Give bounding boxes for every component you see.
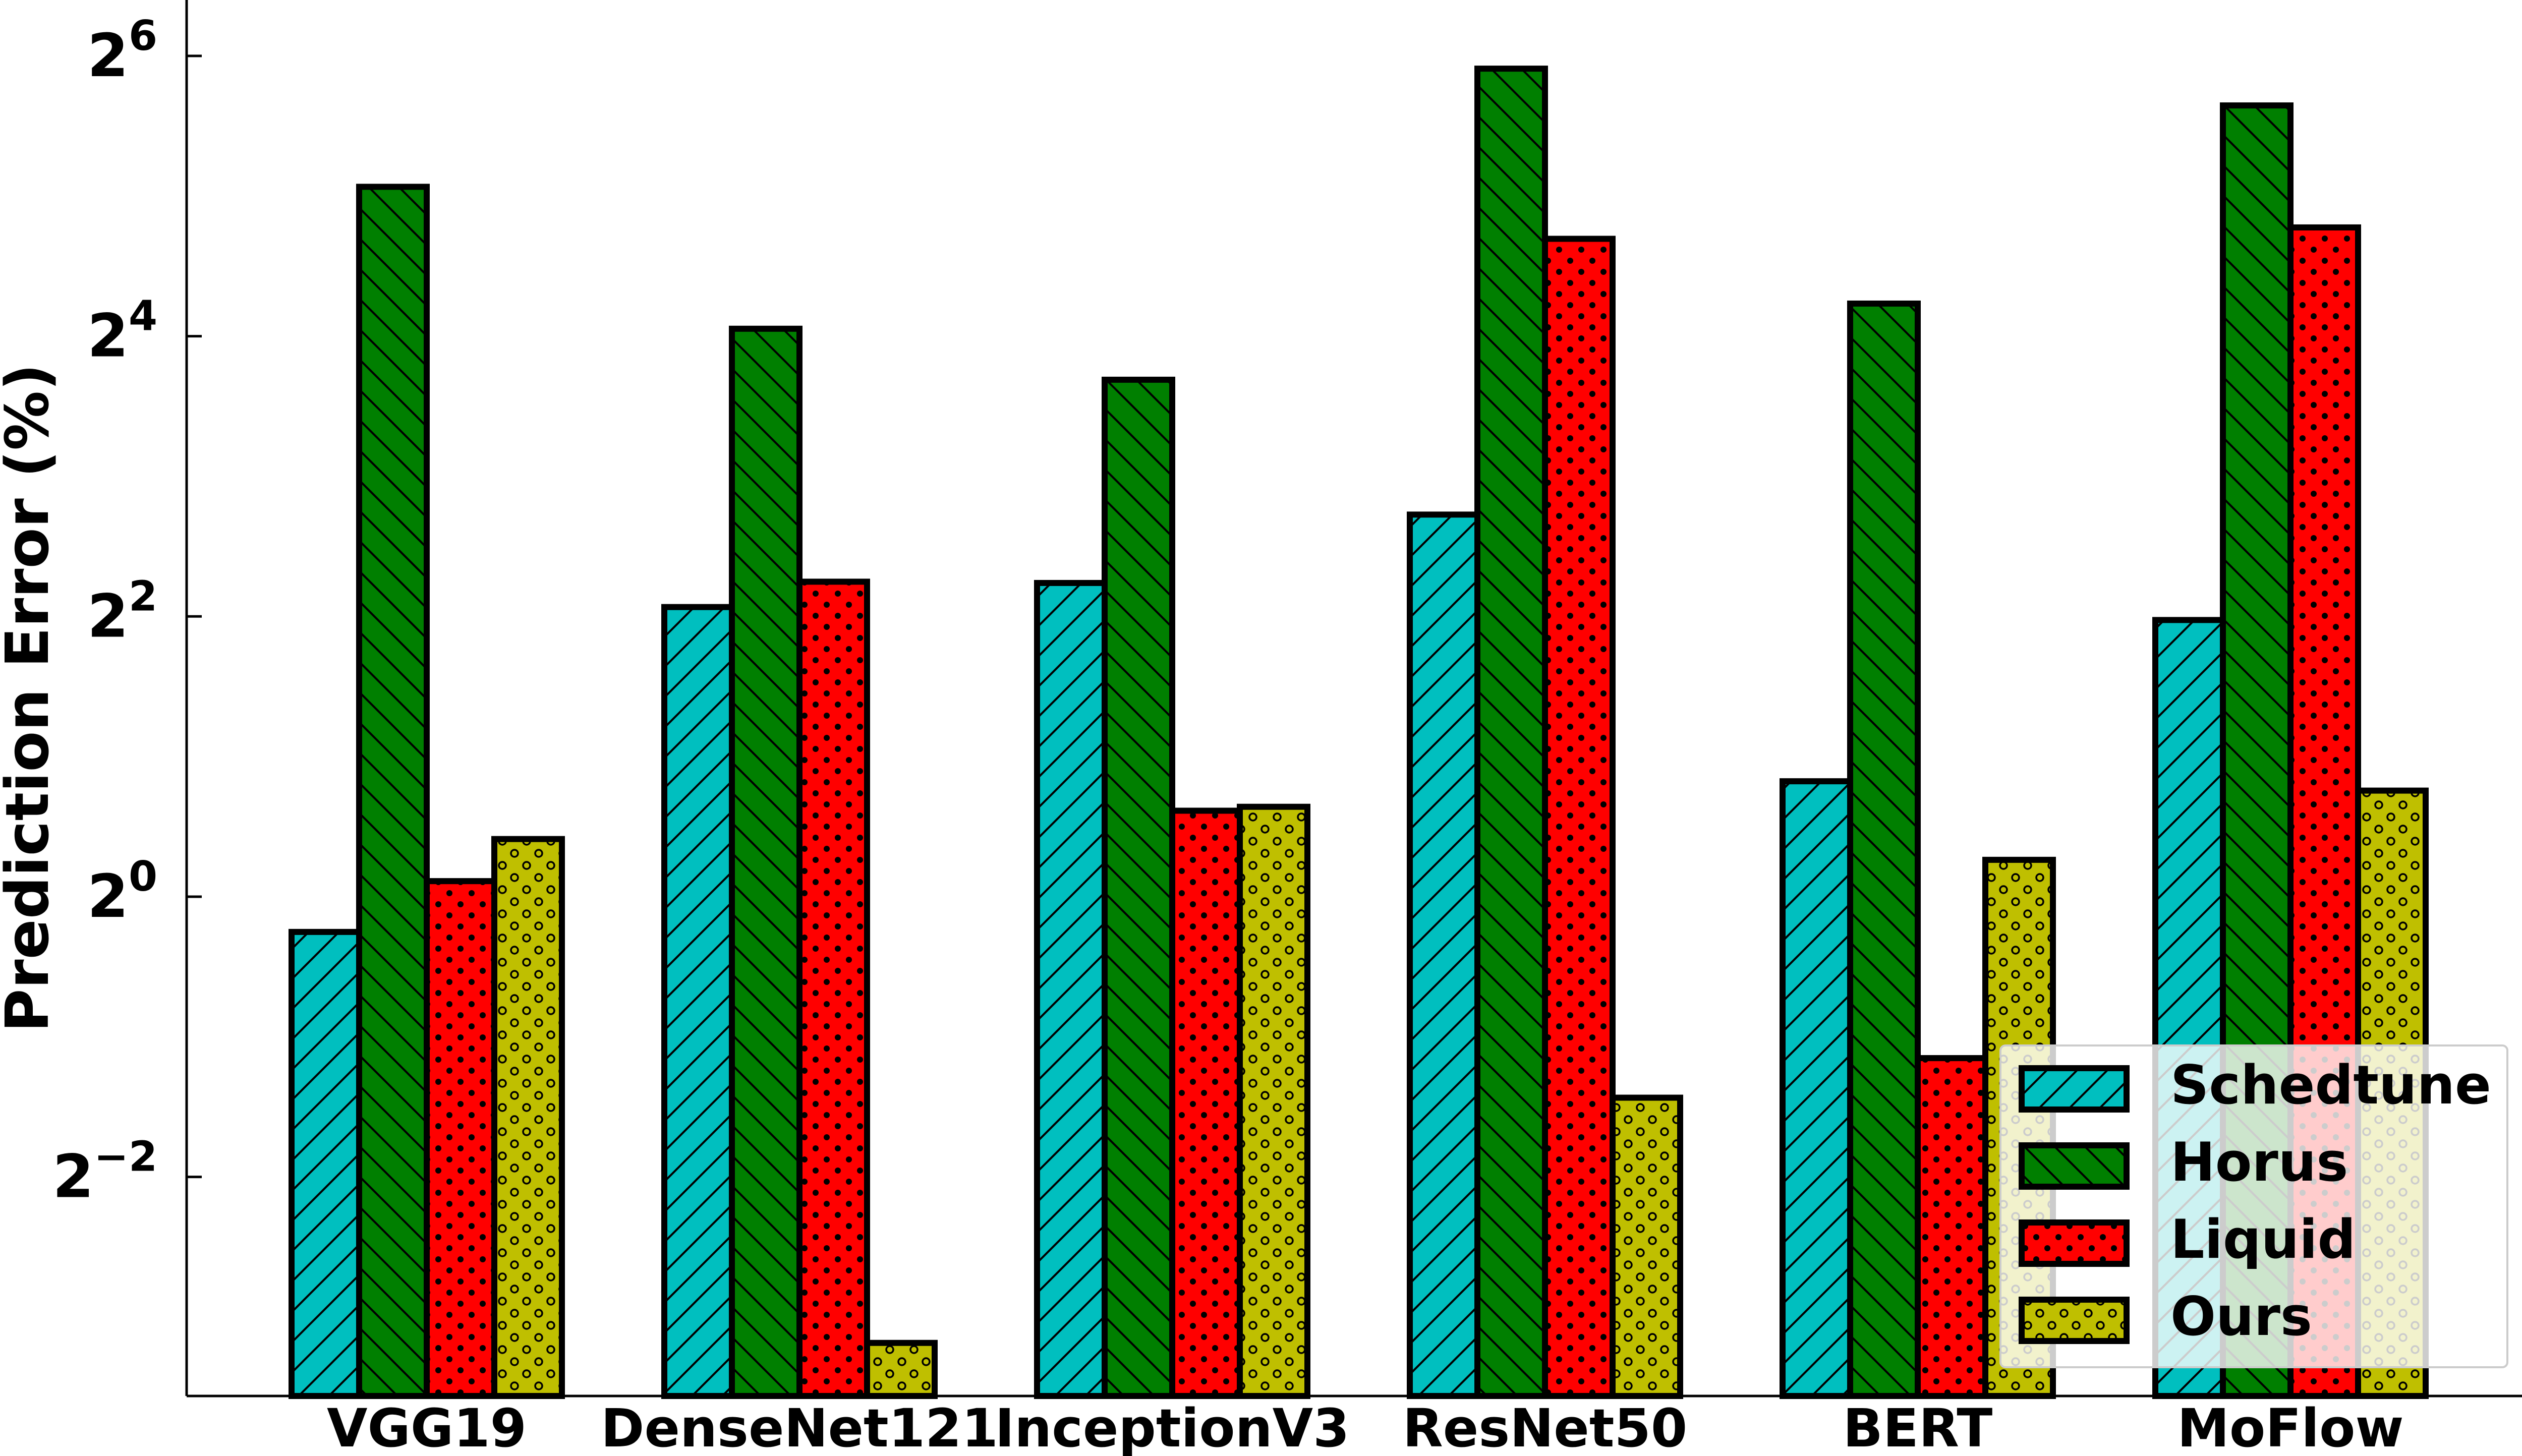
bar-schedtune-inceptionv3 xyxy=(1034,579,1108,1399)
bar-ours-inceptionv3 xyxy=(1237,803,1310,1399)
y-tick-label: 24 xyxy=(87,293,157,371)
y-tick-exponent: 4 xyxy=(129,293,157,340)
legend-label-ours: Ours xyxy=(2170,1286,2312,1348)
bar-liquid-bert xyxy=(1915,1055,1988,1399)
bar-ours-densenet121 xyxy=(864,1339,938,1399)
bar-horus-resnet50 xyxy=(1474,66,1548,1400)
bar-liquid-vgg19 xyxy=(424,878,497,1399)
y-tick-exponent: 2 xyxy=(129,572,157,620)
x-tick-label-bert: BERT xyxy=(1843,1397,1993,1456)
y-tick-base: 2 xyxy=(87,861,129,931)
bar-liquid-densenet121 xyxy=(796,578,870,1399)
bar-schedtune-vgg19 xyxy=(289,928,362,1399)
bar-horus-bert xyxy=(1847,300,1921,1399)
bar-schedtune-resnet50 xyxy=(1407,511,1480,1399)
legend-box xyxy=(1999,1044,2508,1368)
x-tick-label-vgg19: VGG19 xyxy=(327,1397,527,1456)
y-axis-label: Prediction Error (%) xyxy=(0,364,62,1032)
legend-swatch-schedtune xyxy=(2019,1065,2130,1113)
bar-liquid-resnet50 xyxy=(1542,236,1616,1400)
bar-horus-vgg19 xyxy=(356,184,430,1399)
y-tick-base: 2 xyxy=(87,21,129,90)
y-tick-label: 26 xyxy=(87,12,157,90)
y-tick-base: 2 xyxy=(87,301,129,371)
bar-horus-densenet121 xyxy=(729,325,803,1399)
y-tick-exponent: 6 xyxy=(129,12,157,60)
legend-label-liquid: Liquid xyxy=(2170,1208,2356,1270)
legend-items: Schedtune Horus Liquid Ours xyxy=(2019,1054,2491,1348)
y-tick-base: 2 xyxy=(87,581,129,651)
legend-label-schedtune: Schedtune xyxy=(2170,1054,2491,1116)
bar-ours-resnet50 xyxy=(1610,1094,1683,1400)
legend-swatch-ours xyxy=(2019,1297,2130,1344)
bar-ours-vgg19 xyxy=(491,836,565,1399)
x-tick-label-inceptionv3: InceptionV3 xyxy=(995,1397,1349,1456)
y-tick-label: 20 xyxy=(87,853,157,931)
legend-swatch-liquid xyxy=(2019,1219,2130,1267)
legend: Schedtune Horus Liquid Ours xyxy=(1999,1044,2508,1368)
x-tick-label-moflow: MoFlow xyxy=(2177,1397,2403,1456)
x-tick-label-resnet50: ResNet50 xyxy=(1403,1397,1688,1456)
y-tick-exponent: −2 xyxy=(94,1133,157,1181)
x-tick-label-densenet121: DenseNet121 xyxy=(601,1397,998,1456)
y-tick-label: 2−2 xyxy=(52,1133,157,1211)
bar-horus-inceptionv3 xyxy=(1102,376,1175,1400)
legend-label-horus: Horus xyxy=(2170,1131,2348,1193)
legend-swatch-horus xyxy=(2019,1142,2130,1190)
bar-schedtune-bert xyxy=(1780,778,1853,1399)
y-tick-base: 2 xyxy=(52,1142,94,1211)
y-tick-label: 22 xyxy=(87,572,157,651)
bar-schedtune-densenet121 xyxy=(661,604,735,1399)
y-tick-exponent: 0 xyxy=(129,853,157,901)
bar-liquid-inceptionv3 xyxy=(1169,807,1243,1399)
